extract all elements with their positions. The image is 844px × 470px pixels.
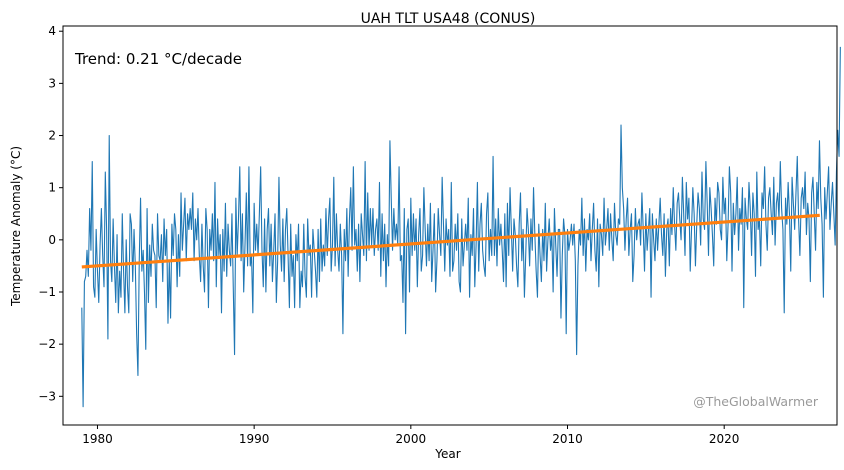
series-layer — [81, 46, 841, 408]
x-tick-label: 2010 — [552, 432, 583, 446]
y-axis: −3 −2 −1 0 1 2 3 4 — [38, 24, 63, 403]
y-tick-label: −3 — [38, 389, 56, 403]
series-anomaly-line — [81, 46, 841, 408]
y-tick-label: −2 — [38, 337, 56, 351]
y-tick-label: 1 — [48, 181, 56, 195]
watermark: @TheGlobalWarmer — [693, 394, 819, 409]
plot-area — [62, 25, 841, 426]
plot-background — [63, 26, 837, 425]
y-tick-label: 3 — [48, 76, 56, 90]
x-tick-label: 1980 — [82, 432, 113, 446]
chart-title: UAH TLT USA48 (CONUS) — [361, 11, 536, 27]
x-axis: 1980 1990 2000 2010 2020 — [82, 425, 739, 446]
trend-annotation: Trend: 0.21 °C/decade — [74, 50, 242, 68]
x-tick-label: 2000 — [396, 432, 427, 446]
y-axis-label: Temperature Anomaly (°C) — [9, 146, 23, 307]
plot-frame — [62, 25, 838, 426]
y-tick-label: 4 — [48, 24, 56, 38]
x-tick-label: 1990 — [239, 432, 270, 446]
y-tick-label: 0 — [48, 233, 56, 247]
y-tick-label: 2 — [48, 129, 56, 143]
series-trend-line — [81, 213, 820, 269]
x-tick-label: 2020 — [709, 432, 740, 446]
x-axis-label: Year — [434, 447, 460, 461]
y-tick-label: −1 — [38, 285, 56, 299]
